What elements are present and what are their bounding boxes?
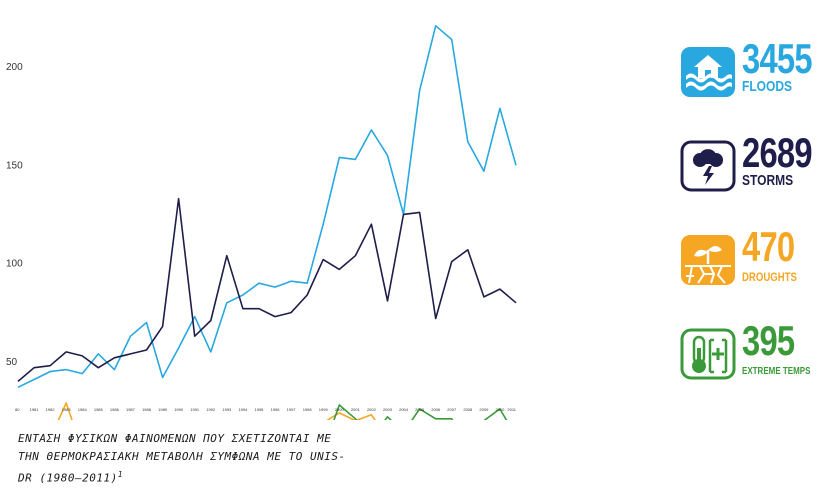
caption-footnote: 1 (117, 470, 124, 479)
stat-storms: 2689 STORMS (680, 129, 840, 194)
x-tick-label: 1989 (158, 407, 168, 412)
x-tick-label: 2006 (431, 407, 441, 412)
x-tick-label: 1991 (190, 407, 200, 412)
x-tick-label: 1990 (174, 407, 184, 412)
stat-extreme-temps: 395 EXTREME TEMPS (680, 317, 840, 382)
series-line-2 (57, 402, 376, 420)
floods-label: FLOODS (742, 78, 792, 95)
droughts-count: 470 (742, 223, 795, 270)
caption-line-3: DR (1980–2011)1 (18, 466, 488, 488)
y-tick-label: 50 (6, 357, 18, 368)
x-tick-label: 1997 (287, 407, 297, 412)
storms-label: STORMS (742, 172, 794, 189)
x-tick-label: 2001 (351, 407, 361, 412)
x-tick-label: 2002 (367, 407, 377, 412)
x-tick-label: 80 (15, 407, 20, 412)
x-tick-label: 2007 (447, 407, 457, 412)
drought-plant-icon (681, 235, 735, 285)
x-tick-label: 1983 (62, 407, 72, 412)
x-tick-label: 1999 (319, 407, 329, 412)
caption-line-3-text: DR (1980–2011) (18, 471, 118, 485)
x-tick-label: 2003 (383, 407, 393, 412)
storms-count: 2689 (742, 129, 813, 176)
x-tick-label: 1993 (222, 407, 232, 412)
x-tick-label: 1984 (78, 407, 88, 412)
x-tick-label: 2008 (463, 407, 473, 412)
x-tick-label: 2010 (495, 407, 505, 412)
thermometer-icon (680, 328, 736, 380)
y-tick-label: 200 (6, 62, 23, 73)
series-line-1 (17, 197, 517, 383)
stat-floods: 3455 FLOODS (680, 35, 840, 100)
extreme-temps-count: 395 (742, 317, 795, 364)
series-line-0 (17, 25, 517, 389)
y-axis-ticks: 50 100 150 200 (6, 62, 23, 368)
x-tick-label: 1985 (94, 407, 104, 412)
chart-caption: ΕΝΤΑΣΗ ΦΥΣΙΚΩΝ ΦΑΙΝΟΜΕΝΩΝ ΠΟΥ ΣΧΕΤΙΖΟΝΤΑ… (18, 430, 488, 488)
x-tick-label: 1998 (303, 407, 313, 412)
x-tick-label: 2005 (415, 407, 425, 412)
x-tick-label: 1992 (206, 407, 216, 412)
droughts-label: DROUGHTS (742, 270, 797, 284)
flood-house-icon (681, 47, 735, 97)
x-tick-label: 1987 (126, 407, 136, 412)
y-tick-label: 100 (6, 259, 23, 270)
x-tick-label: 2004 (399, 407, 409, 412)
chart-series (17, 25, 517, 420)
x-tick-label: 1996 (271, 407, 281, 412)
x-axis-ticks: 80 1981 1982 1983 1984 1985 1986 1987 1988 1989 19… (15, 407, 517, 412)
x-tick-label: 1982 (46, 407, 56, 412)
series-line-3 (333, 404, 508, 420)
x-tick-label: 2000 (335, 407, 345, 412)
caption-line-2: ΤΗΝ ΘΕΡΜΟΚΡΑΣΙΑΚΗ ΜΕΤΑΒΟΛΗ ΣΥΜΦΩΝΑ ΜΕ ΤΟ… (18, 450, 346, 463)
stat-droughts: 470 DROUGHTS (680, 223, 840, 288)
x-tick-label: 1994 (238, 407, 248, 412)
x-tick-label: 1988 (142, 407, 152, 412)
x-tick-label: 1981 (30, 407, 40, 412)
line-chart: 50 100 150 200 80 1981 1982 1983 1984 1985 1986 19… (6, 25, 517, 420)
x-tick-label: 1995 (255, 407, 265, 412)
storm-cloud-icon (680, 140, 736, 192)
y-tick-label: 150 (6, 160, 23, 171)
extreme-temps-label: EXTREME TEMPS (742, 366, 811, 377)
caption-line-1: ΕΝΤΑΣΗ ΦΥΣΙΚΩΝ ΦΑΙΝΟΜΕΝΩΝ ΠΟΥ ΣΧΕΤΙΖΟΝΤΑ… (18, 432, 332, 445)
x-tick-label: 2011 (507, 407, 516, 412)
floods-count: 3455 (742, 35, 813, 82)
x-tick-label: 1986 (110, 407, 120, 412)
x-tick-label: 2009 (479, 407, 489, 412)
